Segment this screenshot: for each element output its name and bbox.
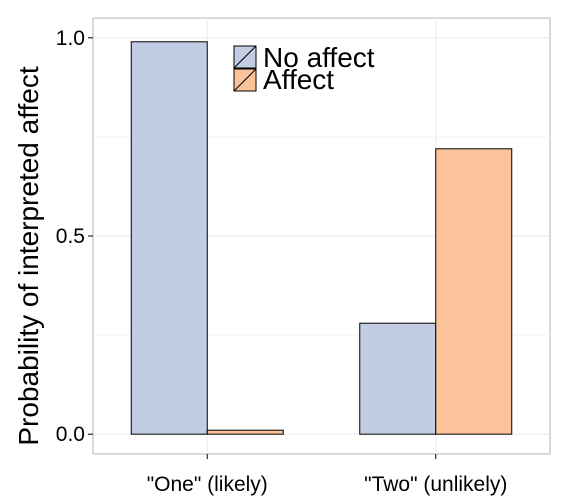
x-tick-label: "One" (likely) bbox=[147, 473, 268, 496]
legend-item-affect: Affect bbox=[234, 64, 334, 95]
bar-affect-2 bbox=[436, 149, 512, 434]
y-tick-label: 1.0 bbox=[56, 27, 85, 50]
x-axis-ticks: "One" (likely) "Two" (unlikely) bbox=[147, 454, 508, 496]
bar-affect-1 bbox=[207, 430, 283, 434]
bar-no-affect-1 bbox=[131, 42, 207, 434]
y-axis-title: Probability of interpreted affect bbox=[13, 66, 44, 445]
bar-no-affect-2 bbox=[360, 323, 436, 434]
y-axis-ticks: 0.0 0.5 1.0 bbox=[56, 27, 93, 446]
y-tick-label: 0.5 bbox=[56, 225, 85, 248]
y-tick-label: 0.0 bbox=[56, 423, 85, 446]
legend-label-affect: Affect bbox=[263, 64, 334, 95]
x-tick-label: "Two" (unlikely) bbox=[364, 473, 507, 496]
